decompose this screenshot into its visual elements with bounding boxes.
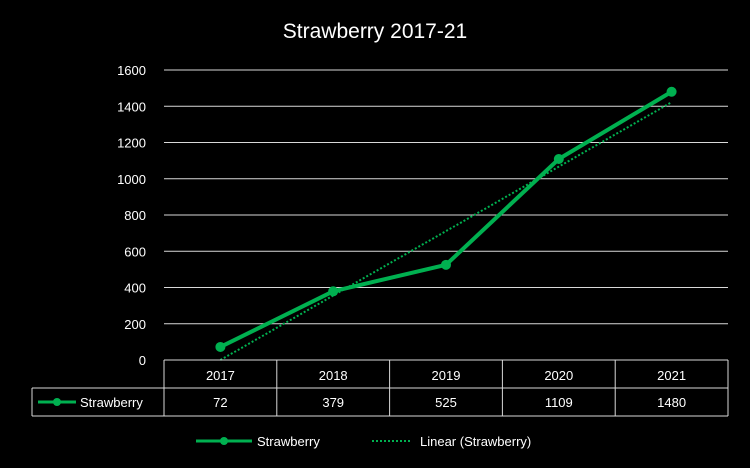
table-value-cell: 1480 <box>657 395 686 410</box>
data-table: 2017 2018 2019 2020 2021 Strawberry 72 379 525 11… <box>31 359 729 417</box>
data-point <box>553 153 564 164</box>
y-tick-label: 1000 <box>117 172 146 187</box>
y-tick-label: 1400 <box>117 99 146 114</box>
data-point <box>215 341 226 352</box>
table-value-cell: 525 <box>435 395 457 410</box>
y-tick-label: 600 <box>124 244 146 259</box>
data-point <box>441 259 451 270</box>
legend: Strawberry Linear (Strawberry) <box>196 434 531 449</box>
x-tick-label: 2017 <box>206 368 235 383</box>
legend-series-marker <box>220 437 228 445</box>
legend-series-label: Strawberry <box>257 434 320 449</box>
x-tick-label: 2021 <box>657 368 686 383</box>
y-tick-label: 0 <box>139 353 146 368</box>
series-layer <box>215 86 677 352</box>
data-point <box>328 286 339 297</box>
chart-title: Strawberry 2017-21 <box>283 20 467 43</box>
y-tick-label: 1200 <box>117 136 146 151</box>
x-tick-label: 2019 <box>432 368 461 383</box>
table-value-cell: 1109 <box>545 395 573 410</box>
gridlines <box>164 69 728 325</box>
data-point <box>666 86 677 97</box>
y-tick-label: 1600 <box>117 63 146 78</box>
y-tick-label: 800 <box>124 208 146 223</box>
series-line <box>219 90 673 349</box>
table-value-cell: 379 <box>322 395 344 410</box>
x-tick-label: 2020 <box>544 368 573 383</box>
x-tick-label: 2018 <box>319 368 348 383</box>
y-axis-tick-labels: 0 200 400 600 800 1000 1200 1400 1600 <box>117 63 146 368</box>
trendline <box>219 101 673 361</box>
y-tick-label: 200 <box>124 317 146 332</box>
trendline-layer <box>219 101 673 361</box>
y-tick-label: 400 <box>124 281 146 296</box>
table-value-cell: 72 <box>213 395 227 410</box>
table-series-label: Strawberry <box>80 395 143 410</box>
table-series-key-marker <box>53 398 61 406</box>
legend-trendline-label: Linear (Strawberry) <box>420 434 531 449</box>
